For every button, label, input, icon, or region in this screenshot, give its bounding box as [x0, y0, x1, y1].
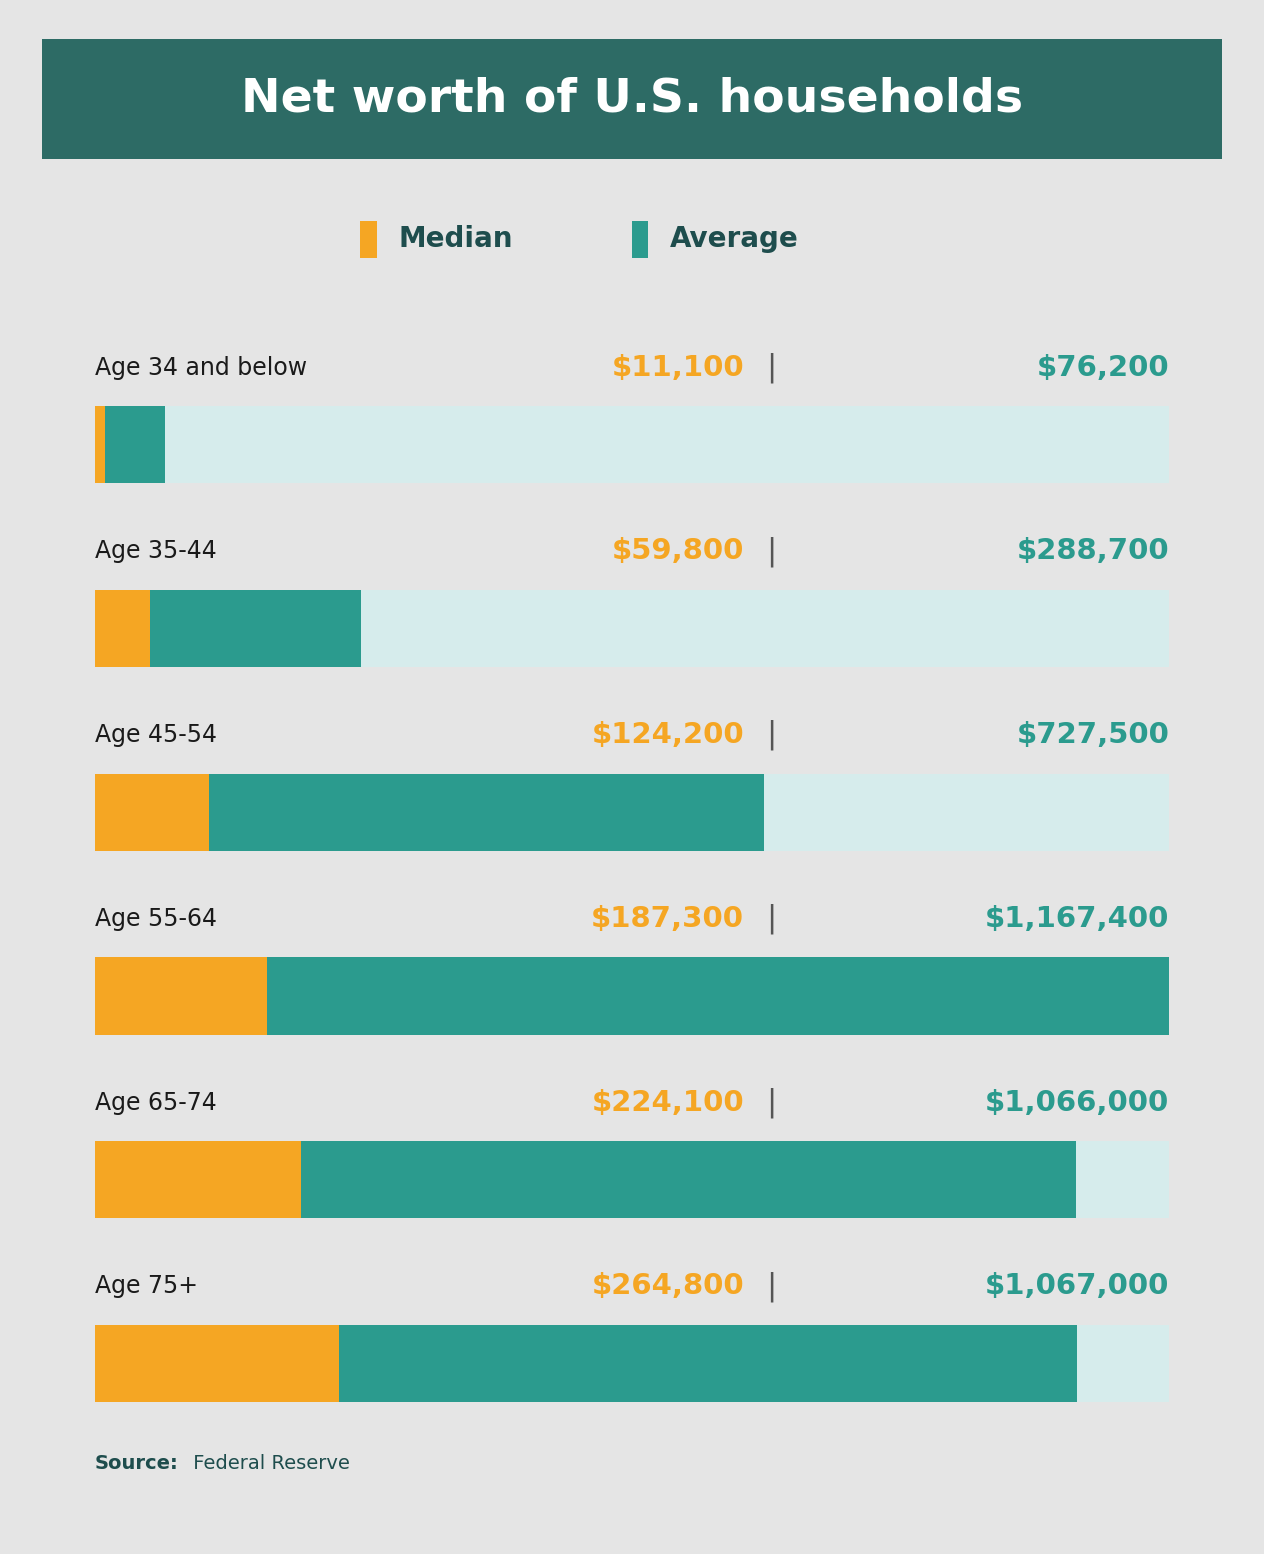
Text: Source:: Source:: [95, 1453, 178, 1473]
Text: $124,200: $124,200: [592, 721, 744, 749]
Bar: [150, 591, 360, 667]
Bar: [95, 406, 105, 483]
Bar: [360, 221, 377, 258]
Bar: [95, 406, 1169, 483]
Text: Age 35-44: Age 35-44: [95, 539, 216, 564]
Bar: [42, 39, 1222, 159]
Bar: [95, 957, 267, 1035]
Bar: [95, 1141, 301, 1218]
Text: |: |: [766, 903, 776, 934]
Text: Age 75+: Age 75+: [95, 1274, 198, 1298]
Text: Age 55-64: Age 55-64: [95, 908, 217, 931]
Text: |: |: [766, 720, 776, 751]
Text: $727,500: $727,500: [1016, 721, 1169, 749]
Text: $288,700: $288,700: [1016, 538, 1169, 566]
Text: Median: Median: [398, 225, 513, 253]
Text: $1,167,400: $1,167,400: [985, 904, 1169, 932]
Bar: [95, 1141, 1169, 1218]
Bar: [95, 591, 1169, 667]
Bar: [209, 774, 765, 852]
Bar: [95, 774, 209, 852]
Text: $59,800: $59,800: [612, 538, 744, 566]
Text: $187,300: $187,300: [592, 904, 744, 932]
Text: Age 34 and below: Age 34 and below: [95, 356, 307, 379]
Text: $11,100: $11,100: [612, 354, 744, 382]
Text: |: |: [766, 1271, 776, 1302]
Text: Age 45-54: Age 45-54: [95, 723, 217, 747]
Bar: [95, 957, 1169, 1035]
Bar: [95, 591, 150, 667]
Text: $1,067,000: $1,067,000: [985, 1273, 1169, 1301]
Bar: [632, 221, 648, 258]
Text: Federal Reserve: Federal Reserve: [187, 1453, 350, 1473]
Bar: [95, 1326, 339, 1402]
Text: |: |: [766, 536, 776, 567]
Text: Net worth of U.S. households: Net worth of U.S. households: [241, 76, 1023, 121]
Bar: [267, 957, 1169, 1035]
Text: $224,100: $224,100: [592, 1088, 744, 1117]
Text: Average: Average: [670, 225, 799, 253]
Text: |: |: [766, 1088, 776, 1117]
Bar: [95, 1326, 1169, 1402]
Text: $264,800: $264,800: [592, 1273, 744, 1301]
Bar: [95, 774, 1169, 852]
Text: Age 65-74: Age 65-74: [95, 1091, 216, 1114]
Bar: [339, 1326, 1077, 1402]
Text: $76,200: $76,200: [1036, 354, 1169, 382]
Text: $1,066,000: $1,066,000: [985, 1088, 1169, 1117]
Text: |: |: [766, 353, 776, 382]
Bar: [105, 406, 166, 483]
Bar: [301, 1141, 1076, 1218]
